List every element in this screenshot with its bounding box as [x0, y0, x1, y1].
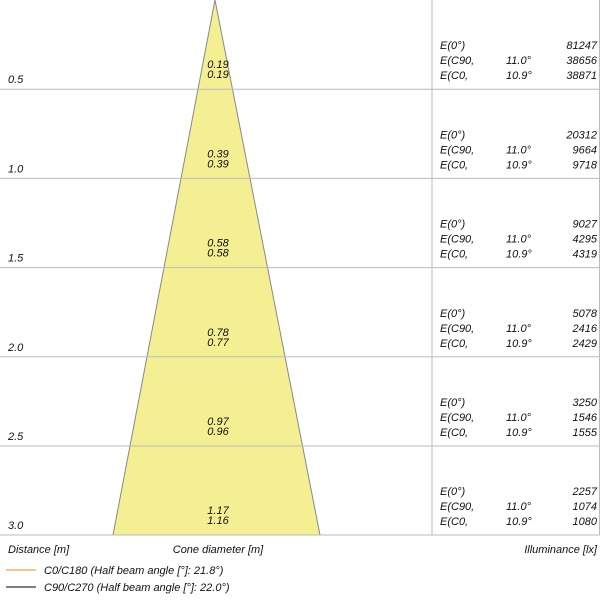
illuminance-label: E(C0,	[440, 70, 468, 82]
footer-diameter: Cone diameter [m]	[173, 544, 264, 556]
illuminance-label: E(0°)	[440, 129, 466, 141]
cone-diameter: 0.96	[207, 426, 229, 438]
beam-angle: 10.9°	[506, 70, 532, 82]
beam-angle: 10.9°	[506, 516, 532, 528]
cone-diameter: 0.78	[207, 327, 229, 339]
cone-diameter: 1.17	[207, 505, 229, 517]
illuminance-label: E(0°)	[440, 397, 466, 409]
illuminance-label: E(C0,	[440, 338, 468, 350]
illuminance-value: 9718	[573, 159, 598, 171]
cone-diameter: 0.58	[207, 238, 229, 250]
illuminance-value: 1074	[573, 501, 597, 513]
illuminance-value: 4319	[573, 249, 597, 261]
cone-diameter: 1.16	[207, 515, 229, 527]
legend-label: C0/C180 (Half beam angle [°]: 21.8°)	[44, 565, 224, 577]
illuminance-label: E(C90,	[440, 501, 474, 513]
beam-angle: 10.9°	[506, 249, 532, 261]
cone-diameter: 0.97	[207, 416, 229, 428]
illuminance-label: E(C90,	[440, 144, 474, 156]
cone-diameter: 0.39	[207, 158, 228, 170]
beam-angle: 11.0°	[506, 323, 532, 335]
illuminance-label: E(C90,	[440, 323, 474, 335]
beam-angle: 10.9°	[506, 338, 532, 350]
illuminance-label: E(0°)	[440, 219, 466, 231]
footer-illuminance: Illuminance [lx]	[524, 544, 598, 556]
illuminance-label: E(C90,	[440, 55, 474, 67]
illuminance-label: E(C90,	[440, 412, 474, 424]
illuminance-value: 2416	[572, 323, 598, 335]
illuminance-value: 9027	[573, 219, 598, 231]
illuminance-label: E(C90,	[440, 234, 474, 246]
cone-diameter: 0.77	[207, 337, 229, 349]
illuminance-label: E(C0,	[440, 249, 468, 261]
illuminance-value: 2429	[572, 338, 597, 350]
legend-label: C90/C270 (Half beam angle [°]: 22.0°)	[44, 582, 230, 594]
illuminance-value: 38656	[566, 55, 597, 67]
beam-angle: 10.9°	[506, 159, 532, 171]
beam-angle: 11.0°	[506, 412, 532, 424]
beam-angle: 11.0°	[506, 55, 532, 67]
illuminance-label: E(0°)	[440, 40, 466, 52]
illuminance-value: 9664	[573, 144, 597, 156]
illuminance-value: 20312	[565, 129, 597, 141]
illuminance-value: 2257	[572, 486, 598, 498]
cone-diameter: 0.39	[207, 148, 228, 160]
footer-distance: Distance [m]	[8, 544, 70, 556]
illuminance-label: E(0°)	[440, 486, 466, 498]
beam-angle: 11.0°	[506, 234, 532, 246]
distance-label: 0.5	[8, 74, 24, 86]
illuminance-value: 1080	[573, 516, 598, 528]
cone-diameter: 0.19	[207, 59, 228, 71]
illuminance-label: E(C0,	[440, 427, 468, 439]
illuminance-value: 81247	[566, 40, 597, 52]
distance-label: 1.0	[8, 163, 24, 175]
illuminance-value: 1555	[573, 427, 598, 439]
illuminance-label: E(C0,	[440, 159, 468, 171]
beam-angle: 10.9°	[506, 427, 532, 439]
illuminance-value: 1546	[573, 412, 598, 424]
illuminance-value: 3250	[573, 397, 598, 409]
distance-label: 2.0	[7, 342, 24, 354]
illuminance-value: 5078	[573, 308, 598, 320]
distance-label: 1.5	[8, 253, 24, 265]
cone-diameter: 0.19	[207, 69, 228, 81]
illuminance-label: E(C0,	[440, 516, 468, 528]
illuminance-value: 4295	[573, 234, 598, 246]
distance-label: 2.5	[7, 431, 24, 443]
illuminance-label: E(0°)	[440, 308, 466, 320]
illuminance-value: 38871	[566, 70, 597, 82]
beam-angle: 11.0°	[506, 144, 532, 156]
distance-label: 3.0	[8, 520, 24, 532]
cone-diameter: 0.58	[207, 248, 229, 260]
beam-angle: 11.0°	[506, 501, 532, 513]
